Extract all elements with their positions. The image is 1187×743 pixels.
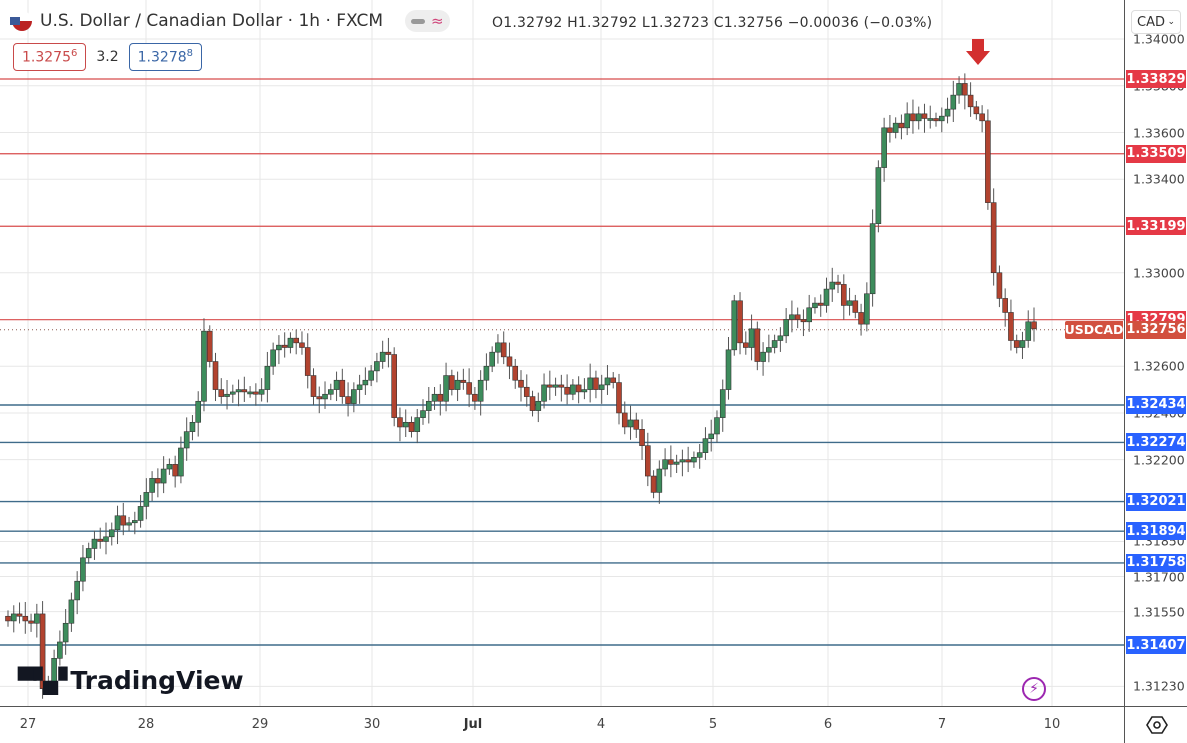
tradingview-logo[interactable]: ▀▚▞ TradingView (18, 666, 244, 695)
price-axis[interactable]: 1.340001.338001.336001.334001.330001.326… (1124, 0, 1187, 706)
time-axis[interactable]: 27 28 29 30 Jul 4 5 6 7 10 (0, 706, 1124, 743)
price-tick: 1.31230 (1133, 678, 1185, 694)
resistance-price-label: 1.33829 (1126, 70, 1186, 88)
ohlc-values: O1.32792 H1.32792 L1.32723 C1.32756 −0.0… (492, 15, 933, 31)
time-tick: Jul (463, 717, 483, 732)
chart-header: U.S. Dollar / Canadian Dollar · 1h · FXC… (10, 10, 450, 32)
support-price-label: 1.31407 (1126, 636, 1186, 654)
support-price-label: 1.31758 (1126, 553, 1186, 572)
sell-button[interactable]: 1.32756 (13, 43, 87, 71)
time-tick: 4 (596, 717, 606, 732)
chevron-down-icon: ⌄ (1167, 17, 1175, 27)
spread-value: 3.2 (96, 48, 119, 65)
quote-panel: 1.32756 3.2 1.32788 (13, 43, 203, 71)
time-tick: 10 (1043, 717, 1061, 732)
resistance-price-label: 1.33509 (1126, 144, 1186, 163)
candlestick-chart[interactable] (0, 0, 1124, 706)
symbol-price-label: USDCAD (1064, 320, 1124, 339)
buy-button[interactable]: 1.32788 (128, 43, 203, 71)
lightning-icon[interactable]: ⚡ (1022, 677, 1046, 701)
time-tick: 6 (823, 717, 833, 732)
price-tick: 1.32200 (1133, 452, 1185, 468)
gear-icon (1145, 716, 1168, 734)
settings-button[interactable] (1124, 706, 1187, 743)
price-tick: 1.33400 (1133, 171, 1185, 187)
time-tick: 27 (19, 717, 37, 732)
indicator-toggle[interactable]: ≈ (405, 10, 450, 32)
support-price-label: 1.32021 (1126, 492, 1186, 511)
resistance-price-label: 1.33199 (1126, 217, 1186, 236)
price-tick: 1.33600 (1133, 125, 1185, 140)
price-tick: 1.31550 (1133, 604, 1185, 620)
chart-plot-area[interactable]: U.S. Dollar / Canadian Dollar · 1h · FXC… (0, 0, 1124, 706)
usd-cad-flag-icon (10, 11, 32, 31)
time-tick: 5 (708, 717, 718, 732)
time-tick: 28 (137, 717, 155, 732)
time-tick: 29 (251, 717, 269, 732)
time-tick: 7 (937, 717, 947, 732)
support-price-label: 1.32274 (1126, 433, 1186, 452)
price-tick: 1.31700 (1133, 569, 1185, 585)
time-tick: 30 (363, 717, 381, 732)
price-tick: 1.32600 (1133, 358, 1185, 374)
price-tick: 1.34000 (1133, 31, 1185, 47)
approx-wave-icon: ≈ (431, 12, 444, 30)
line-icon (411, 18, 425, 24)
symbol-title[interactable]: U.S. Dollar / Canadian Dollar · 1h · FXC… (40, 11, 383, 31)
price-tick: 1.33000 (1133, 265, 1185, 281)
support-price-label: 1.32434 (1126, 395, 1186, 414)
current-price-label: 1.32756 (1126, 320, 1186, 339)
support-price-label: 1.31894 (1126, 522, 1186, 541)
currency-select[interactable]: CAD ⌄ (1131, 10, 1181, 34)
tradingview-mark-icon: ▀▚▞ (18, 666, 67, 695)
